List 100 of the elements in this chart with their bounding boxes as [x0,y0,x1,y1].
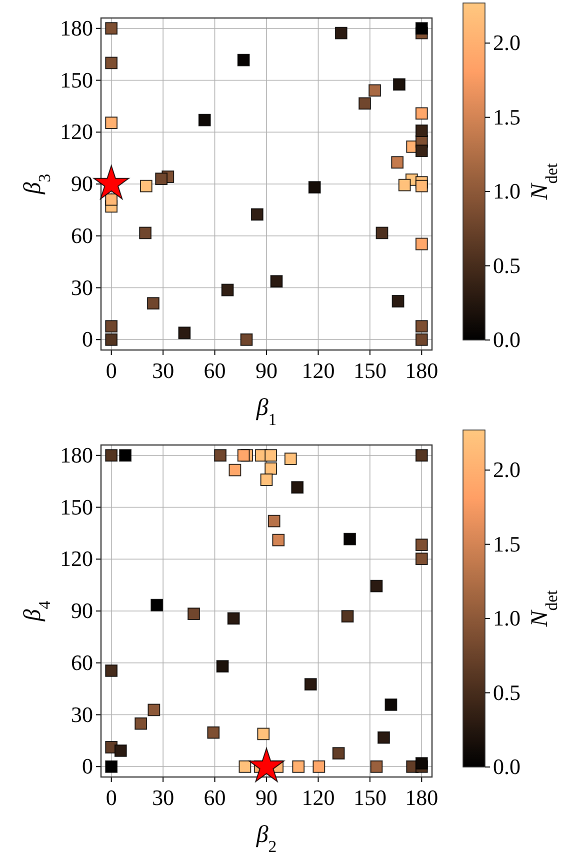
point [392,295,404,308]
point [228,464,242,476]
point [341,610,354,623]
x-tick-label: 30 [152,358,174,383]
point [148,704,160,716]
point [105,449,118,462]
point [198,114,211,126]
point [150,598,164,612]
point [415,22,428,35]
point [415,180,428,192]
point [332,747,345,760]
point [415,552,428,565]
point [415,144,428,157]
point [237,54,250,66]
point [368,84,381,97]
point [140,180,152,192]
point [214,449,226,462]
point [207,726,220,739]
y-tick-label: 30 [71,274,93,300]
point [370,760,383,773]
x-tick-label: 150 [353,358,386,383]
y-tick-label: 180 [60,15,93,40]
x-axis-title: β$_{2}$ [255,822,277,854]
y-tick-label: 30 [71,702,93,727]
point [308,181,321,194]
point [105,22,118,35]
point [415,757,428,770]
x-tick-label: 60 [204,784,226,810]
y-tick-label: 150 [60,494,93,520]
y-tick-label: 150 [60,67,93,92]
point [415,333,428,346]
color-bar-label: 2.0 [493,457,520,482]
color-bar-label: 1.0 [493,178,520,204]
color-bar-label: 2.0 [493,30,520,56]
point [105,320,118,333]
x-tick-label: 180 [405,784,438,810]
y-tick-label: 60 [71,650,93,675]
point [114,744,127,757]
point [272,534,285,546]
point [178,326,191,340]
y-tick-label: 90 [71,171,93,196]
x-tick-label: 0 [106,784,117,810]
point [398,178,411,192]
point [155,172,168,186]
point [105,56,118,70]
color-bar-label: 0.5 [493,680,520,705]
x-tick-label: 120 [302,784,335,810]
point [119,449,132,462]
color-bar-label: 0.0 [493,754,520,780]
point [415,449,428,462]
point [292,760,305,773]
point [358,97,371,110]
y-tick-label: 180 [60,442,93,468]
point [304,678,317,691]
x-tick-label: 120 [302,358,335,383]
point [139,226,152,240]
y-tick-label: 90 [71,598,93,624]
point [105,760,118,773]
point [291,481,304,494]
point [391,156,404,169]
point [415,107,428,120]
x-tick-label: 150 [353,784,386,810]
point [415,538,428,551]
point [268,514,280,528]
point [188,608,200,620]
point [257,728,270,740]
point [147,297,160,310]
point [237,449,250,462]
point [270,275,283,288]
x-tick-label: 0 [106,358,117,383]
point [260,474,273,486]
point [415,320,428,333]
point [105,664,118,677]
x-tick-label: 60 [204,358,226,383]
point [415,124,428,137]
point [216,660,229,673]
point [134,717,148,730]
x-tick-label: 90 [256,784,278,810]
point [264,462,278,475]
point [264,449,278,462]
point [312,760,326,773]
point [240,333,253,346]
point [384,698,398,711]
y-tick-label: 0 [82,754,93,779]
point [221,284,234,296]
color-bar-label: 1.5 [493,531,520,556]
point [376,226,388,240]
point [105,193,118,206]
point [105,116,118,129]
y-tick-label: 120 [60,546,93,572]
point [250,208,264,221]
y-tick-label: 60 [71,222,93,248]
point [334,26,348,40]
y-tick-label: 0 [82,326,93,352]
y-tick-label: 120 [60,119,93,144]
color-bar-label: 0.5 [493,252,520,278]
point [344,532,356,546]
x-tick-label: 180 [405,358,438,383]
point [238,760,252,773]
point [393,78,406,91]
